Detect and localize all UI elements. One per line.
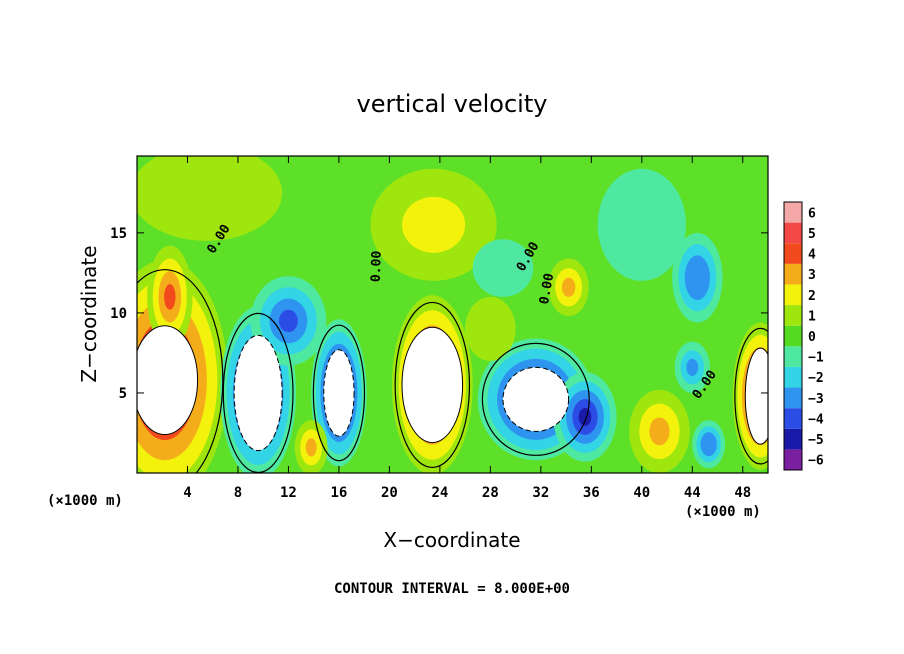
x-tick-label: 48 [734, 485, 751, 501]
field-level-1.3 [477, 312, 503, 345]
feature-updraft-1 [147, 245, 193, 349]
feature-downdraft-11 [672, 232, 723, 323]
field-level--4 [278, 309, 298, 333]
x-tick-label: 28 [482, 485, 499, 501]
feature-updraft-16 [370, 168, 497, 281]
x-tick-label: 12 [280, 485, 297, 501]
x-axis-label: X−coordinate [383, 528, 520, 552]
feature-downdraft-8 [553, 372, 617, 462]
colorbar-swatch [784, 243, 802, 264]
saturated-core-contour [502, 366, 570, 432]
colorbar-label: 2 [808, 289, 816, 304]
contour-label: 0.00 [537, 272, 557, 306]
contour-interval-note: CONTOUR INTERVAL = 8.000E+00 [334, 581, 570, 597]
plot-frame [136, 155, 769, 474]
colorbar-swatch [784, 428, 802, 450]
colorbar-swatch [784, 346, 802, 367]
feature-updraft-10 [548, 258, 589, 317]
x-unit-right: (×1000 m) [685, 504, 761, 520]
x-tick-label: 40 [633, 485, 650, 501]
x-axis: 4 8 12 16 20 24 28 32 36 40 44 48 [183, 156, 751, 501]
x-tick-label: 44 [684, 485, 701, 501]
field-level--3.5 [704, 438, 713, 451]
colorbar-label: 1 [808, 309, 816, 324]
x-unit-left: (×1000 m) [47, 493, 123, 509]
x-tick-label: 36 [583, 485, 600, 501]
contour-label: 0.00 [369, 250, 385, 282]
colorbar-label: −6 [808, 454, 824, 469]
field-level-1.2 [168, 168, 245, 217]
field-level--3.4 [691, 266, 704, 289]
y-axis-label: Z−coordinate [77, 245, 101, 382]
zero-contour [137, 269, 224, 473]
colorbar-label: 5 [808, 227, 816, 242]
zero-contour [481, 342, 590, 456]
feature-updraft-15 [137, 156, 283, 241]
colorbar-swatch [784, 449, 802, 470]
colorbar-swatch [784, 408, 802, 429]
colorbar-swatch [784, 263, 802, 285]
y-tick-label: 15 [110, 226, 127, 242]
y-tick-label: 5 [119, 386, 127, 402]
colorbar-label: 4 [808, 248, 816, 263]
colorbar-swatch [784, 325, 802, 347]
zero-contour [394, 301, 471, 469]
zero-contour [734, 327, 768, 465]
colorbar-label: −5 [808, 433, 824, 448]
plot-area: 0.000.00 0.000.000.00 [136, 155, 769, 474]
field-level-1.5 [402, 196, 466, 253]
saturated-core-contour [323, 349, 355, 437]
feature-downdraft-14 [692, 420, 726, 469]
x-tick-label: 32 [532, 485, 549, 501]
feature-updraft-18 [465, 296, 516, 361]
y-axis: 5 10 15 [110, 226, 768, 402]
colorbar-swatch [784, 202, 802, 223]
colorbar-swatch [784, 284, 802, 306]
zero-contour [312, 324, 366, 462]
colorbar-label: −4 [808, 412, 824, 427]
colorbar-swatch [784, 222, 802, 244]
field-level-3 [561, 277, 576, 297]
colorbar: −6 −5 −4 −3 −2 −1 0 1 2 3 4 5 6 [783, 201, 824, 471]
field-level--3 [686, 358, 699, 376]
colorbar-swatch [784, 305, 802, 326]
colorbar-label: −2 [808, 371, 824, 386]
field-level--1.2 [619, 196, 664, 253]
colorbar-label: 6 [808, 206, 816, 221]
field-level-3 [305, 438, 317, 457]
saturated-core-contour [401, 326, 464, 444]
saturated-core-contour [233, 334, 283, 452]
x-tick-label: 4 [183, 485, 191, 501]
y-tick-label: 10 [110, 306, 127, 322]
field-level-4 [164, 284, 176, 310]
colorbar-label: −1 [808, 351, 824, 366]
x-tick-label: 8 [234, 485, 242, 501]
contour-lines: 0.000.00 0.000.000.00 [137, 222, 768, 473]
colorbar-label: 3 [808, 268, 816, 283]
colorbar-frame [783, 201, 803, 471]
x-tick-label: 16 [330, 485, 347, 501]
field-level-3 [649, 417, 670, 446]
colorbar-swatch [784, 366, 802, 388]
x-tick-label: 24 [431, 485, 448, 501]
feature-updraft-13 [629, 389, 690, 473]
x-tick-label: 20 [381, 485, 398, 501]
field-level--4.8 [578, 407, 592, 426]
saturated-core-contour [744, 347, 768, 445]
feature-downdraft-17 [597, 168, 686, 281]
feature-downdraft-19 [472, 239, 534, 297]
field-level--1 [487, 253, 519, 283]
chart-title: vertical velocity [357, 90, 548, 118]
saturated-core-contour [137, 325, 199, 436]
feature-downdraft-12 [674, 341, 710, 393]
colorbar-label: 0 [808, 330, 816, 345]
feature-updraft-9 [294, 420, 328, 473]
colorbar-swatch [784, 387, 802, 409]
colorbar-label: −3 [808, 392, 824, 407]
